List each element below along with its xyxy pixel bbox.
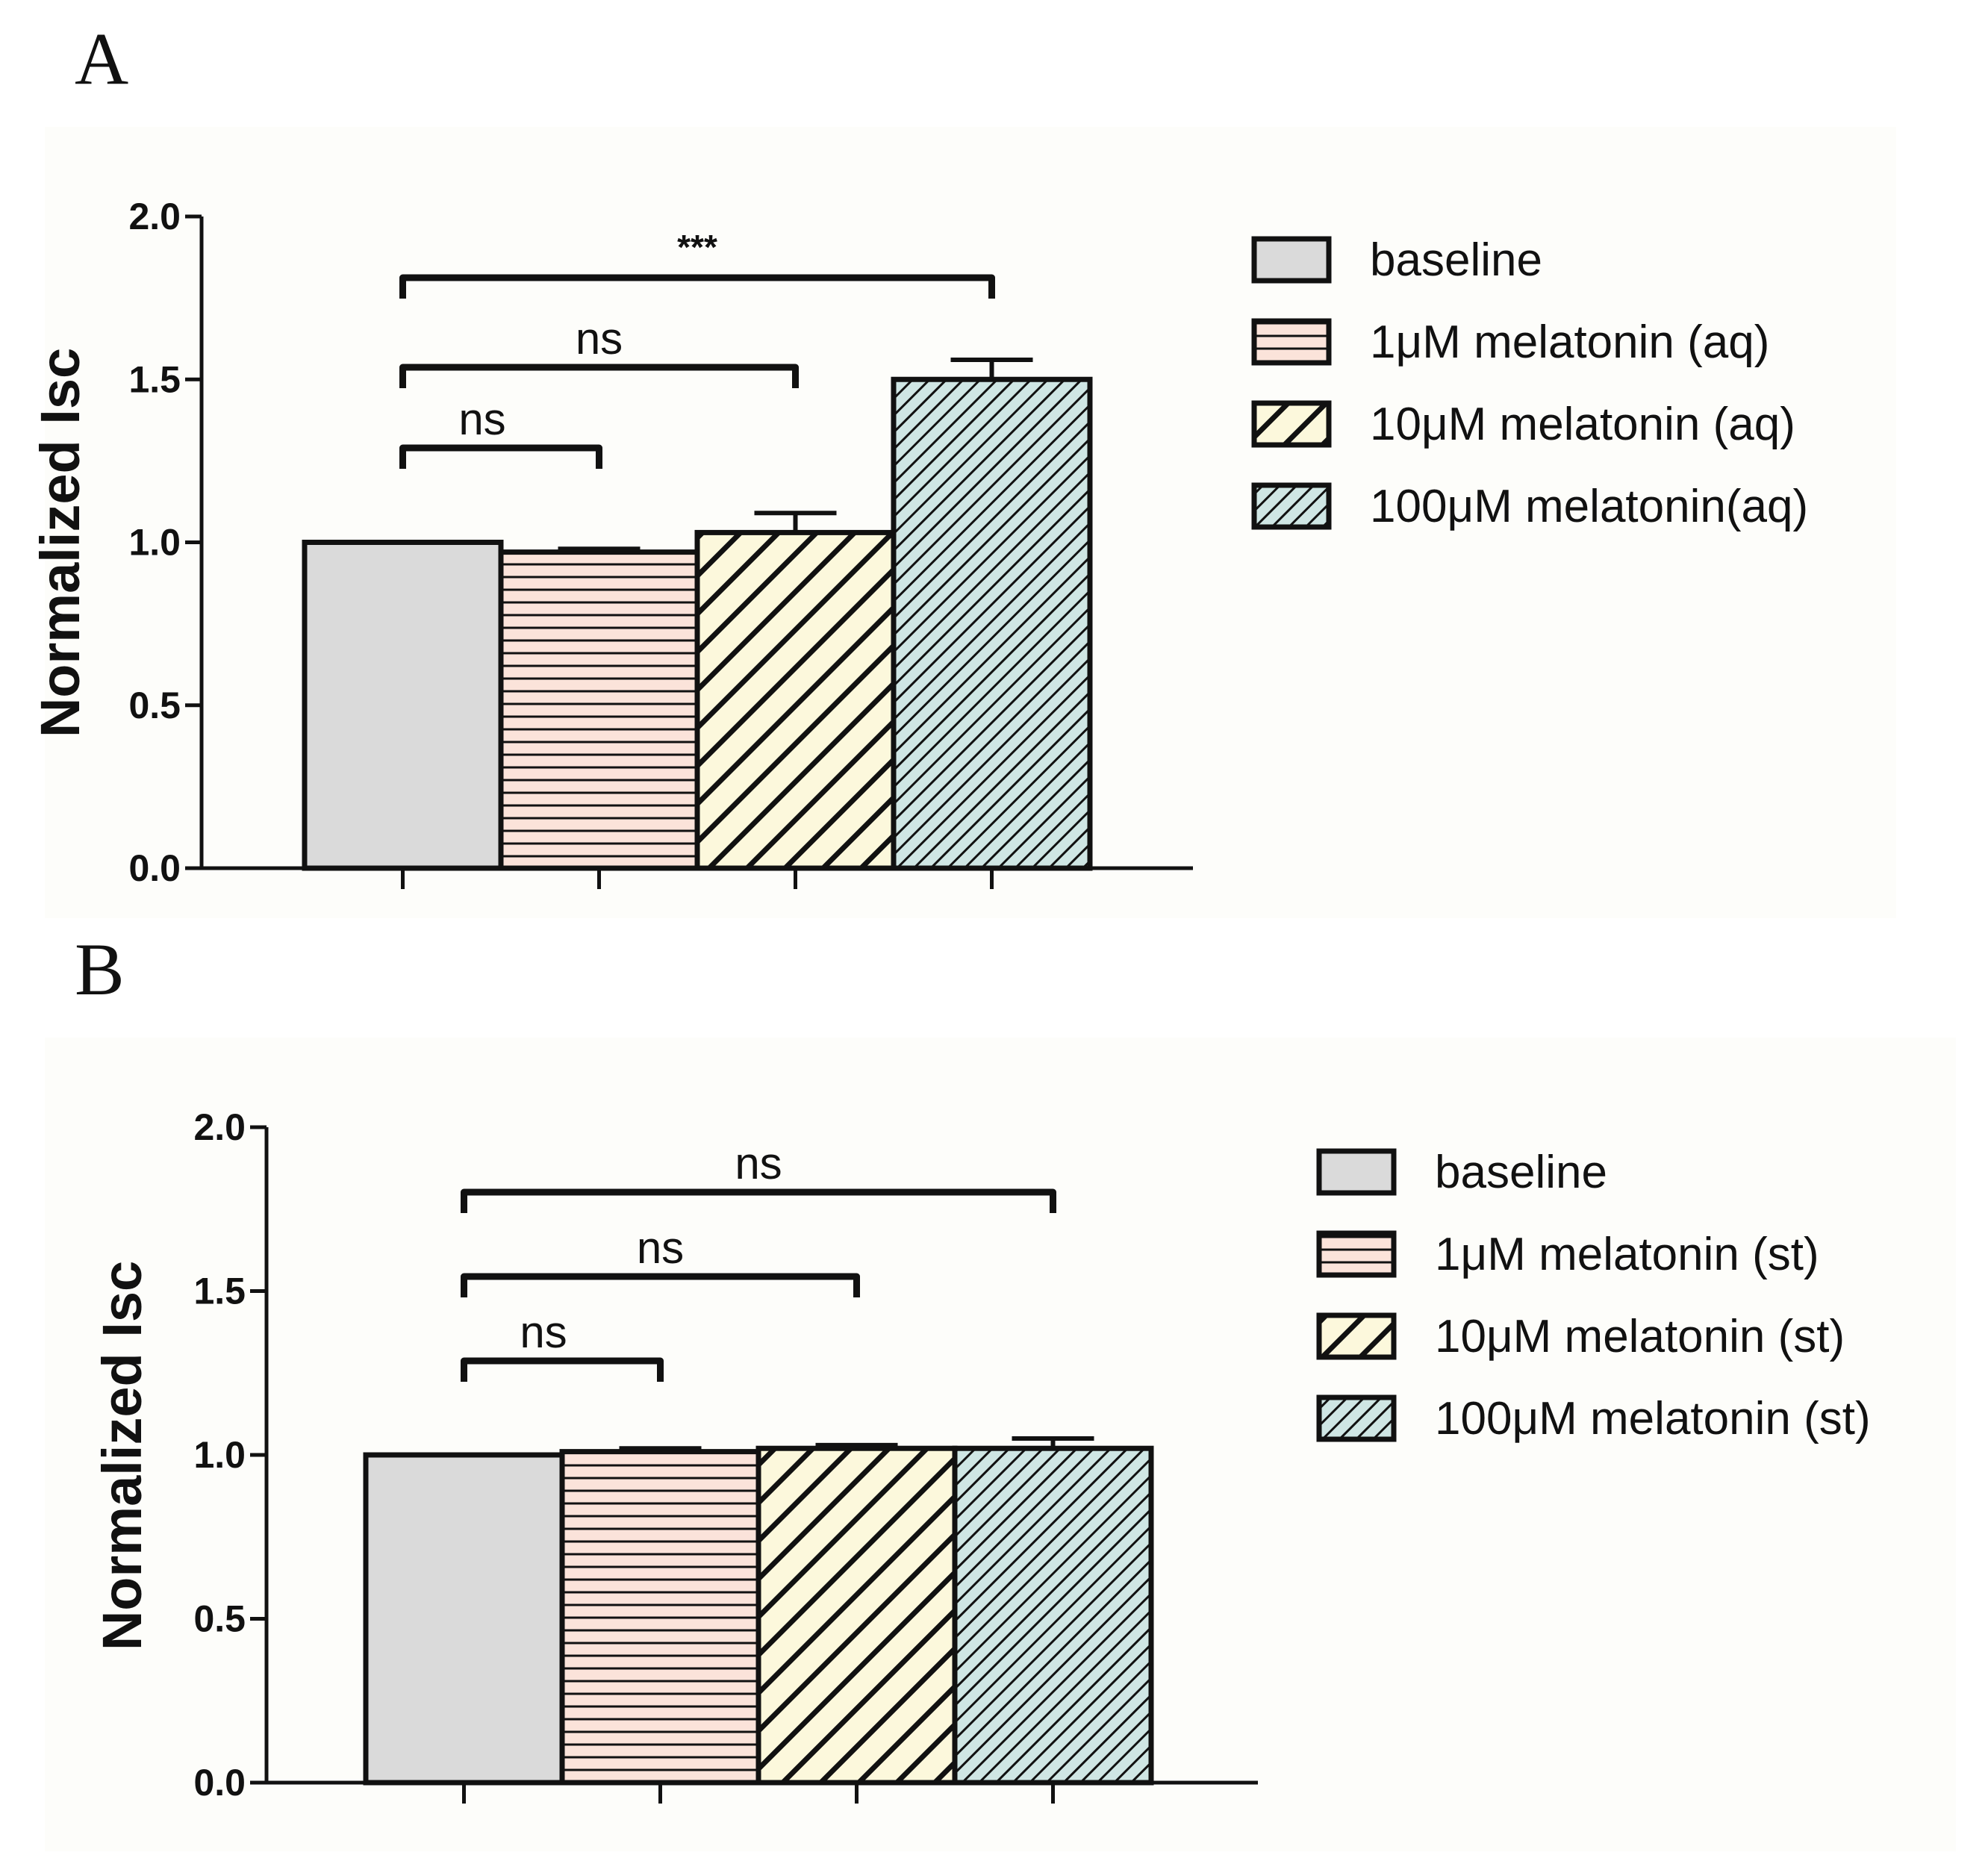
panel-b-letter: B [75, 928, 125, 1011]
panel-b-significance-bracket [461, 1273, 860, 1297]
panel-b-legend-label: 10μM melatonin (st) [1435, 1311, 1845, 1362]
panel-a-y-tick-label: 1.5 [128, 358, 181, 400]
panel-b-bar [559, 1449, 761, 1786]
panel-a-legend-swatch [1251, 236, 1332, 284]
panel-b-legend-swatch [1316, 1312, 1397, 1360]
panel-b-significance-bracket [461, 1357, 664, 1382]
panel-b-significance-bracket [461, 1188, 1056, 1213]
panel-b-bar [755, 1445, 958, 1786]
panel-a-legend-swatch [1251, 482, 1332, 530]
panel-a-legend-swatch [1251, 400, 1332, 448]
panel-a-bar [302, 540, 504, 871]
panel-b-legend: baseline 1μM melatonin (st) 10μM melatonin… [1316, 1147, 1871, 1444]
panel-b-y-tick-label: 0.0 [193, 1762, 246, 1804]
panel-b-legend-swatch [1316, 1394, 1397, 1442]
panel-a-significance-label: *** [677, 228, 717, 266]
panel-a-letter: A [75, 17, 128, 100]
panel-b-legend-swatch [1316, 1148, 1397, 1196]
panel-a-y-tick-label: 1.0 [128, 522, 181, 564]
panel-a-legend-label: baseline [1370, 234, 1542, 286]
panel-a-significance-label: ns [576, 314, 623, 364]
panel-b-significance-label: ns [735, 1138, 782, 1188]
panel-b-y-tick-label: 1.5 [193, 1271, 246, 1312]
panel-a-legend-label: 1μM melatonin (aq) [1370, 317, 1769, 368]
panel-b-y-tick-label: 2.0 [193, 1106, 246, 1148]
panel-b-significance-label: ns [520, 1307, 567, 1357]
panel-a-significance: ns ns *** [399, 228, 995, 469]
panel-a-legend-label: 100μM melatonin(aq) [1370, 481, 1808, 532]
panel-a-y-tick-label: 0.5 [128, 685, 181, 726]
panel-a-significance-bracket [399, 364, 799, 388]
panel-b-legend-label: baseline [1435, 1147, 1607, 1198]
panel-a-bars [302, 358, 1093, 871]
panel-a-y-tick-label: 0.0 [128, 847, 181, 889]
panel-b: B 0.0 0.5 1.0 1.5 2.0 Normalized Isc ns ns ns b… [45, 928, 1956, 1851]
panel-b-bars [363, 1436, 1154, 1786]
panel-a-significance-bracket [399, 274, 995, 299]
panel-b-y-axis-title: Normalized Isc [91, 1261, 153, 1651]
panel-a-legend-swatch [1251, 318, 1332, 366]
panel-b-legend-label: 100μM melatonin (st) [1435, 1393, 1871, 1444]
panel-a-bar [891, 376, 1093, 871]
panel-b-bar [952, 1445, 1154, 1786]
panel-b-y-tick-label: 1.0 [193, 1434, 246, 1476]
panel-a-y-tick-label: 2.0 [128, 196, 181, 237]
panel-b-significance: ns ns ns [461, 1138, 1056, 1382]
panel-a-bar [498, 549, 700, 871]
panel-a-legend: baseline 1μM melatonin (aq) 10μM melatonin… [1251, 234, 1808, 532]
panel-b-significance-label: ns [637, 1223, 684, 1273]
panel-b-legend-swatch [1316, 1230, 1397, 1278]
panel-a-significance-label: ns [458, 394, 505, 444]
panel-a-legend-label: 10μM melatonin (aq) [1370, 399, 1795, 450]
panel-a-y-axis-title: Normalized Isc [29, 348, 91, 738]
panel-a-bar [694, 529, 897, 871]
panel-a-significance-bracket [399, 444, 602, 469]
panel-b-y-tick-label: 0.5 [193, 1598, 246, 1640]
panel-b-bar [363, 1452, 565, 1786]
panel-b-legend-label: 1μM melatonin (st) [1435, 1229, 1819, 1280]
